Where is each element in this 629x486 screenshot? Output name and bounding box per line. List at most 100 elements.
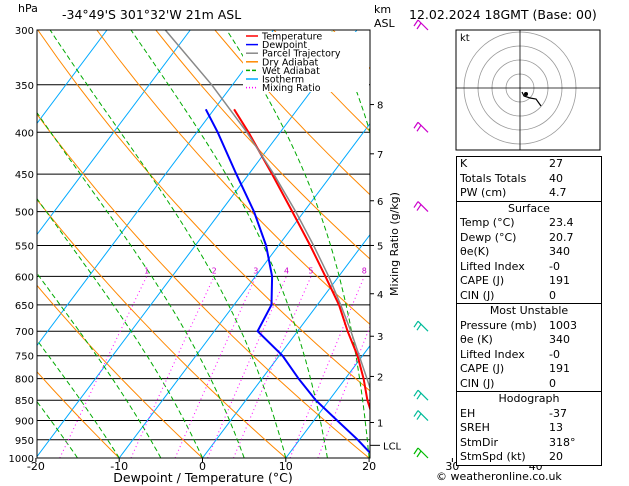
isotherm-line [285,344,370,458]
mixing-ratio-label: 15 [435,266,445,275]
datetime-title: 12.02.2024 18GMT (Base: 00) [409,7,597,22]
plot-frame [36,29,371,459]
legend-background [243,32,369,92]
mu-row: CIN (J) 0 [457,377,601,392]
wind-barb-flag [416,124,422,132]
surface-label: Temp (°C) [460,216,515,229]
surface-label: θe(K) [460,245,490,258]
index-row-pw: PW (cm) 4.7 [457,186,601,201]
wind-barb [417,121,429,133]
km-tick-label: 7 [377,150,383,161]
hodograph-table-title: Hodograph [457,391,601,407]
surface-value: 20.7 [549,230,574,244]
mixing-ratio-label: 8 [362,266,367,275]
index-label: K [460,157,468,170]
km-tick-label: 4 [377,290,383,301]
surface-value: 340 [549,245,570,258]
pressure-tick-label: 550 [15,241,34,252]
isotherm-line [37,30,358,458]
x-axis-label: Dewpoint / Temperature (°C) [113,470,292,485]
mu-value: 0 [549,376,556,390]
temp-tick-label: -10 [110,460,128,473]
surface-row: θe(K) 340 [457,245,601,260]
surface-value: 191 [549,274,570,287]
wind-barb [417,320,429,332]
mu-label: Lifted Index [460,347,525,361]
wind-barb-flag [416,204,422,211]
wind-barb [417,389,429,401]
surface-label: Lifted Index [460,259,525,273]
surface-row: Dewp (°C) 20.7 [457,231,601,246]
wind-barb-flag [416,22,422,30]
pressure-tick-label: 500 [15,208,34,219]
hodograph-frame [455,29,601,151]
hodo-value: 13 [549,421,563,434]
dry-adiabat-line [37,113,370,458]
km-tick-label: 5 [377,241,383,252]
temp-tick-label: 30 [445,460,459,473]
pressure-tick-label: 700 [15,327,34,338]
hodo-row: StmSpd (kt) 20 [457,450,601,465]
wind-barb-flag [413,410,419,417]
mixing-ratio-label: 1 [144,266,149,275]
surface-value: -0 [549,259,560,273]
mixing-ratio-line [233,276,312,458]
hodo-value: 318° [549,435,576,449]
wet-adiabat-line [130,30,328,458]
dry-adiabat-line [37,30,370,392]
skewt-axes: 3003504004505005506006507007508008509009… [9,26,543,473]
legend-label: Isotherm [262,75,304,86]
legend-label: Mixing Ratio [262,83,321,94]
mu-row: Pressure (mb) 1003 [457,319,601,334]
isotherm-line [37,30,108,125]
km-tick-label: 3 [377,332,383,343]
index-row-totals: Totals Totals 40 [457,172,601,187]
profile-dewpoint [204,108,370,455]
mixing-ratio-label: 2 [212,266,217,275]
hodo-row: SREH 13 [457,421,601,436]
temp-tick-label: 0 [199,460,206,473]
mu-value: 1003 [549,318,577,332]
surface-row: CIN (J) 0 [457,289,601,304]
profile-temperature [233,108,370,412]
pressure-tick-label: 650 [15,301,34,312]
wet-adiabat-line [37,400,78,458]
wind-barbs [413,19,429,459]
copyright-notice: © weatheronline.co.uk [436,470,562,483]
wind-barb [417,201,429,213]
hodograph-trace [521,91,542,107]
wind-barb-flag [416,413,422,420]
pressure-tick-label: 450 [15,170,34,181]
surface-value: 23.4 [549,216,574,229]
km-tick-label: 6 [377,197,383,208]
surface-row: CAPE (J) 191 [457,274,601,289]
pressure-tick-label: 300 [15,26,34,37]
isotherm-line [619,30,629,458]
index-value: 4.7 [549,186,567,199]
mu-label: Pressure (mb) [460,318,537,332]
legend-label: Parcel Trajectory [262,49,341,60]
hodograph-unit-label: kt [460,33,470,44]
wet-adiabat-line [37,197,203,458]
hodo-label: SREH [460,421,490,434]
skewt-profiles [164,30,370,455]
hodo-label: StmSpd (kt) [460,450,526,463]
mixing-ratio-line [59,276,148,458]
surface-label: CAPE (J) [460,274,505,287]
skewt-grid: 12345810152025 [37,30,629,458]
dry-adiabat-line [214,30,370,196]
isotherm-line [37,30,275,347]
wet-adiabat-line [430,30,455,458]
mu-row: CAPE (J) 191 [457,362,601,377]
pressure-unit-label: hPa [18,2,38,15]
km-tick-label: 8 [377,101,383,112]
mu-label: θe (K) [460,333,493,346]
lcl-label: LCL [383,441,402,452]
temp-tick-label: -20 [27,460,45,473]
km-tick-label: 2 [377,372,383,383]
wind-barb-flag [413,201,419,208]
mu-label: CAPE (J) [460,362,505,375]
dry-adiabat-line [37,198,287,458]
pressure-tick-label: 750 [15,352,34,363]
